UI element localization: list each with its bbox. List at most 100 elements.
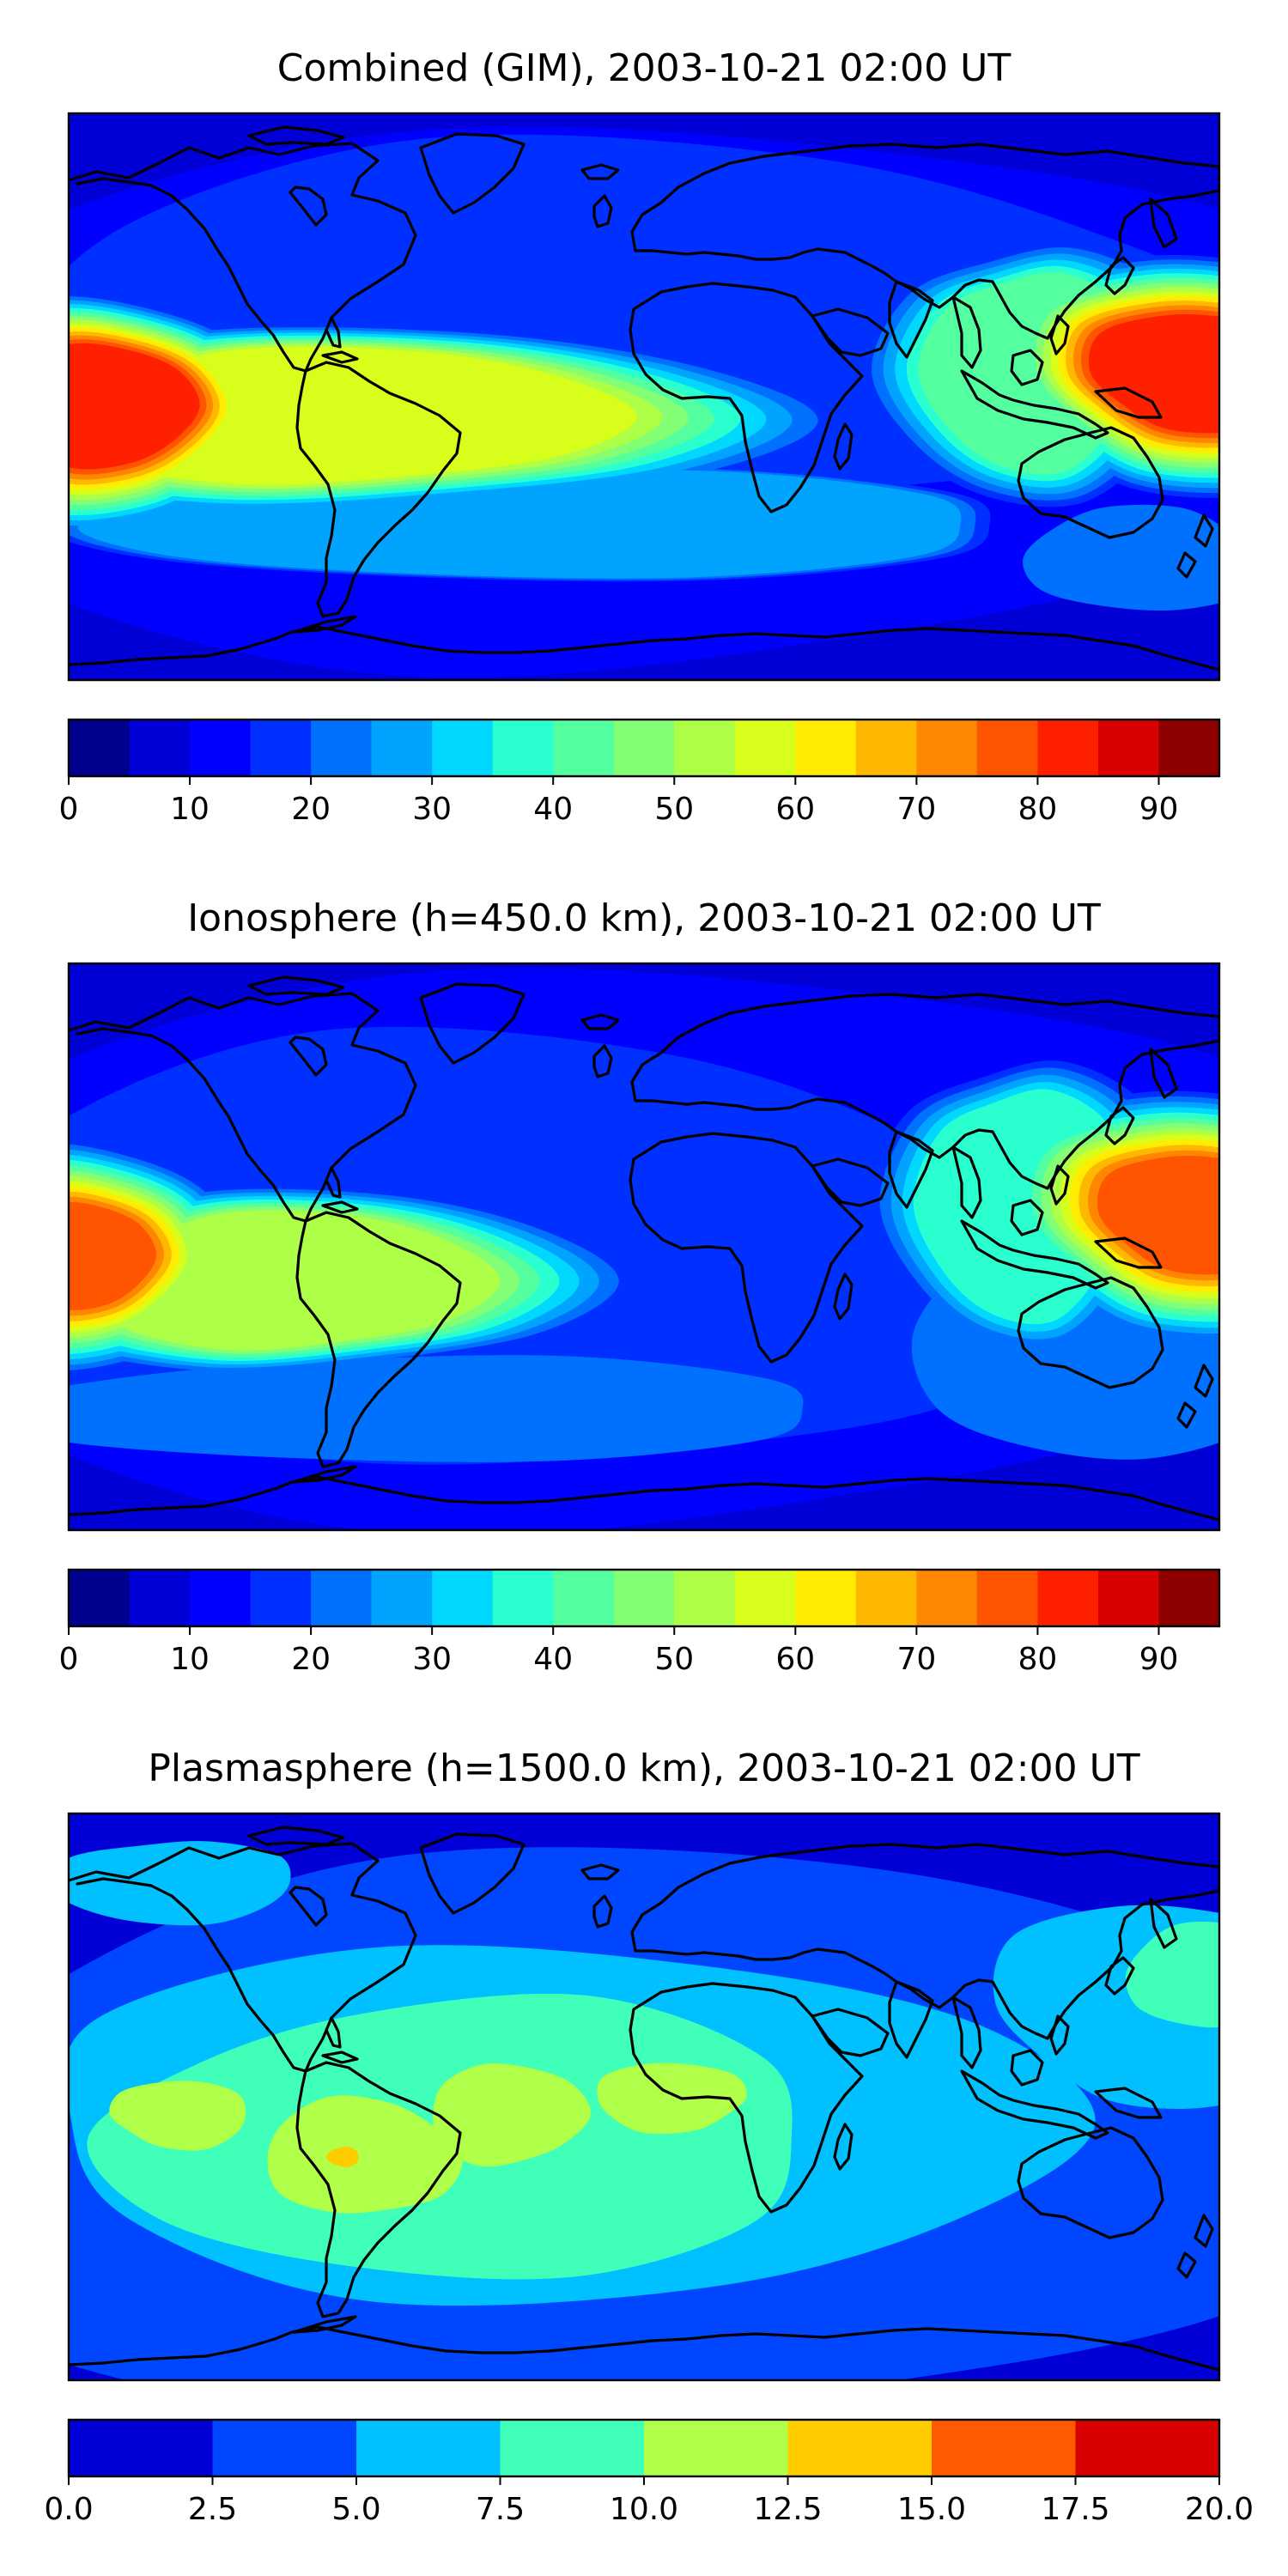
colorbar-tick-label: 30 [412, 792, 452, 827]
colorbar-tick-label: 90 [1139, 1642, 1179, 1677]
colorbar-tick-label: 10.0 [610, 2492, 678, 2527]
colorbar-tick-label: 20 [291, 792, 331, 827]
colorbar-tick-label: 40 [533, 1642, 573, 1677]
colorbar-tick-label: 10 [170, 792, 210, 827]
colorbar-swatch [1158, 1570, 1220, 1626]
colorbar-swatch [795, 720, 857, 776]
colorbar-tick-label: 17.5 [1041, 2492, 1109, 2527]
colorbar-tick-label: 70 [896, 1642, 936, 1677]
colorbar-swatch [190, 720, 252, 776]
panel-title: Combined (GIM), 2003-10-21 02:00 UT [277, 46, 1012, 90]
contour-level-65 [69, 1145, 1219, 1321]
colorbar-tick-label: 40 [533, 792, 573, 827]
colorbar-swatch [1158, 720, 1220, 776]
colorbar-swatch [492, 720, 554, 776]
contour-level-50 [69, 1128, 1219, 1351]
panel-plasmasphere: Plasmasphere (h=1500.0 km), 2003-10-21 0… [44, 1747, 1254, 2527]
colorbar-tick-label: 80 [1018, 1642, 1058, 1677]
colorbar-tick-label: 80 [1018, 792, 1058, 827]
colorbar-swatch [500, 2420, 645, 2476]
colorbar-frame [67, 718, 1221, 778]
colorbar-swatch [553, 720, 615, 776]
colorbar-swatch [976, 1570, 1039, 1626]
colorbar-tick-label: 5.0 [331, 2492, 380, 2527]
colorbar-tick-label: 50 [654, 1642, 694, 1677]
colorbar-swatch [432, 1570, 494, 1626]
colorbar-tick-label: 50 [654, 792, 694, 827]
colorbar-swatch [916, 720, 978, 776]
colorbar-frame [67, 1568, 1221, 1628]
colorbar-tick-label: 0.0 [44, 2492, 93, 2527]
figure-panels: Combined (GIM), 2003-10-21 02:00 UT 0 10 20… [44, 46, 1254, 2527]
panel-title: Ionosphere (h=450.0 km), 2003-10-21 02:0… [187, 896, 1101, 940]
colorbar-swatch [311, 720, 373, 776]
colorbar-tick-label: 12.5 [753, 2492, 822, 2527]
map-frame [67, 1812, 1221, 2382]
colorbar-swatch [855, 1570, 917, 1626]
colorbar-tick-label: 10 [170, 1642, 210, 1677]
map-plasmasphere [67, 1812, 1221, 2382]
panel-title: Plasmasphere (h=1500.0 km), 2003-10-21 0… [148, 1747, 1139, 1790]
colorbar-tick-label: 60 [775, 1642, 815, 1677]
colorbar-swatch [674, 720, 736, 776]
contour-level-12-5 [326, 2147, 359, 2167]
colorbar-swatch [69, 720, 131, 776]
colorbar-swatch [250, 720, 312, 776]
colorbar-tick-label: 15.0 [897, 2492, 966, 2527]
colorbar-swatch [644, 2420, 789, 2476]
colorbar-swatch [1097, 1570, 1160, 1626]
colorbar-swatch [734, 720, 796, 776]
colorbar-swatch [795, 1570, 857, 1626]
panel-combined: Combined (GIM), 2003-10-21 02:00 UT 0 10 20… [59, 46, 1221, 827]
colorbar-swatch [371, 720, 433, 776]
colorbar-plasmasphere: 0.0 2.5 5.0 7.5 10.0 12.5 15.0 17.5 20.0 [44, 2418, 1254, 2527]
colorbar-tick-label: 20 [291, 1642, 331, 1677]
colorbar-tick-label: 30 [412, 1642, 452, 1677]
colorbar-tick-label: 70 [896, 792, 936, 827]
colorbar-swatch [787, 2420, 933, 2476]
colorbar-swatch [190, 1570, 252, 1626]
colorbar-swatch [976, 720, 1039, 776]
colorbar-swatch [613, 1570, 675, 1626]
colorbar-swatch [129, 720, 191, 776]
colorbar-tick-label: 7.5 [476, 2492, 525, 2527]
colorbar-swatch [674, 1570, 736, 1626]
colorbar-swatch [250, 1570, 312, 1626]
contour-level-10 [109, 2063, 747, 2214]
colorbar-swatch [1037, 1570, 1099, 1626]
contour-level-55 [69, 291, 1219, 495]
colorbar-tick-label: 0 [59, 792, 79, 827]
colorbar-swatch [311, 1570, 373, 1626]
colorbar-swatch [69, 1570, 131, 1626]
colorbar-swatch [129, 1570, 191, 1626]
colorbar-swatch [212, 2420, 357, 2476]
contour-level-75 [69, 309, 1219, 475]
map-frame [67, 962, 1221, 1532]
colorbar-combined: 0 10 20 30 40 50 60 70 80 90 [59, 718, 1221, 827]
colorbar-swatch [356, 2420, 501, 2476]
colorbar-swatch [371, 1570, 433, 1626]
contour-level-70 [69, 305, 1219, 480]
colorbar-swatch [613, 720, 675, 776]
map-combined [67, 112, 1221, 682]
colorbar-swatch [553, 1570, 615, 1626]
colorbar-swatch [916, 1570, 978, 1626]
colorbar-tick-label: 20.0 [1185, 2492, 1254, 2527]
map-frame [67, 112, 1221, 682]
colorbar-swatch [1037, 720, 1099, 776]
colorbar-swatch [855, 720, 917, 776]
colorbar-swatch [1075, 2420, 1220, 2476]
map-ionosphere [67, 962, 1221, 1532]
colorbar-swatch [432, 720, 494, 776]
colorbar-swatch [734, 1570, 796, 1626]
colorbar-swatch [1097, 720, 1160, 776]
colorbar-swatch [492, 1570, 554, 1626]
panel-ionosphere: Ionosphere (h=450.0 km), 2003-10-21 02:0… [59, 896, 1221, 1677]
colorbar-ionosphere: 0 10 20 30 40 50 60 70 80 90 [59, 1568, 1221, 1677]
colorbar-tick-label: 90 [1139, 792, 1179, 827]
colorbar-tick-label: 60 [775, 792, 815, 827]
colorbar-tick-label: 0 [59, 1642, 79, 1677]
colorbar-swatch [932, 2420, 1077, 2476]
colorbar-swatch [69, 2420, 214, 2476]
